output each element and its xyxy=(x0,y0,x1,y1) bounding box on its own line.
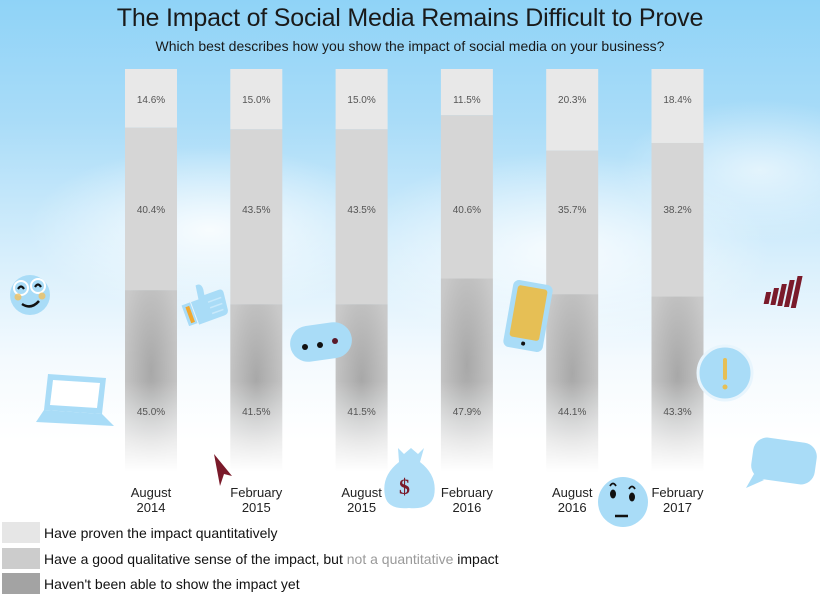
legend-item-proven: Have proven the impact quantitatively xyxy=(0,522,600,544)
smartphone-icon xyxy=(500,278,556,359)
bar-segment-not-shown xyxy=(546,294,599,472)
bar-segment-not-shown xyxy=(651,296,704,471)
legend-label-not-shown: Haven't been able to show the impact yet xyxy=(44,576,300,592)
x-tick-label: 2016 xyxy=(558,500,587,515)
bar-segment-not-shown xyxy=(125,290,177,471)
data-label-qualitative: 40.4% xyxy=(137,205,165,216)
bar-segment-qualitative xyxy=(335,129,388,305)
data-label-proven: 15.0% xyxy=(242,95,270,106)
legend-label-qualitative-faint: not a quantitative xyxy=(346,551,454,567)
chart-subtitle: Which best describes how you show the im… xyxy=(155,38,665,54)
data-label-not-shown: 45.0% xyxy=(137,407,165,418)
legend-swatch-proven xyxy=(2,522,40,543)
x-tick-label: February xyxy=(230,485,283,500)
bar-segment-proven xyxy=(335,69,388,130)
dollar-sign: $ xyxy=(399,474,410,499)
speech-bubble-icon xyxy=(744,436,820,499)
chart-title: The Impact of Social Media Remains Diffi… xyxy=(116,4,704,32)
bar-segment-not-shown xyxy=(440,278,493,471)
x-tick-label: 2015 xyxy=(242,500,271,515)
legend-label-qualitative-end: impact xyxy=(453,551,499,567)
data-label-proven: 15.0% xyxy=(347,95,375,106)
x-tick-label: February xyxy=(441,485,494,500)
bar-segment-proven xyxy=(440,69,493,116)
bar-segment-proven xyxy=(546,69,599,151)
data-label-qualitative: 38.2% xyxy=(663,205,691,216)
bar-segment-qualitative xyxy=(440,115,493,279)
data-label-not-shown: 43.3% xyxy=(663,407,691,418)
bar-segment-qualitative xyxy=(125,127,177,291)
bar-segment-qualitative xyxy=(546,150,599,295)
data-label-not-shown: 41.5% xyxy=(347,407,375,418)
x-tick-label: 2017 xyxy=(663,500,692,515)
legend-swatch-not-shown xyxy=(2,573,40,594)
x-tick-label: August xyxy=(552,485,593,500)
worried-face-icon xyxy=(596,472,650,533)
exclamation-bubble-icon xyxy=(696,344,754,407)
bar-segment-qualitative xyxy=(651,142,704,297)
x-tick-label: 2014 xyxy=(137,500,166,515)
bar-segment-proven xyxy=(651,69,704,143)
legend-label-qualitative-main: Have a good qualitative sense of the imp… xyxy=(44,551,347,567)
legend-item-not-shown: Haven't been able to show the impact yet xyxy=(0,573,600,595)
data-label-not-shown: 47.9% xyxy=(453,407,481,418)
legend-label-qualitative: Have a good qualitative sense of the imp… xyxy=(44,551,499,567)
x-tick-label: August xyxy=(341,485,382,500)
legend-swatch-qualitative xyxy=(2,548,40,569)
bar-segment-proven xyxy=(125,69,177,128)
laptop-icon xyxy=(36,372,116,433)
data-label-not-shown: 44.1% xyxy=(558,407,586,418)
x-tick-label: 2015 xyxy=(347,500,376,515)
data-label-proven: 14.6% xyxy=(137,95,165,106)
data-label-proven: 11.5% xyxy=(453,95,481,106)
smiley-glasses-icon xyxy=(8,268,52,325)
data-label-qualitative: 43.5% xyxy=(242,205,270,216)
legend-item-qualitative: Have a good qualitative sense of the imp… xyxy=(0,548,600,570)
x-tick-label: 2016 xyxy=(452,500,481,515)
signal-bars-icon xyxy=(760,274,808,315)
thumbs-up-icon xyxy=(178,280,228,331)
data-label-qualitative: 43.5% xyxy=(347,205,375,216)
money-bag-icon: $ xyxy=(384,444,438,515)
x-tick-label: August xyxy=(131,485,172,500)
bar-segment-not-shown xyxy=(230,304,283,471)
data-label-qualitative: 35.7% xyxy=(558,205,586,216)
bar-segment-qualitative xyxy=(230,129,283,305)
chat-bubble-dots-icon xyxy=(288,318,354,369)
data-label-qualitative: 40.6% xyxy=(453,205,481,216)
data-label-proven: 20.3% xyxy=(558,95,586,106)
bar-segment-proven xyxy=(230,69,283,130)
mouse-cursor-icon xyxy=(212,452,236,493)
data-label-not-shown: 41.5% xyxy=(242,407,270,418)
data-label-proven: 18.4% xyxy=(663,95,691,106)
x-tick-label: February xyxy=(651,485,704,500)
legend-label-proven: Have proven the impact quantitatively xyxy=(44,525,278,541)
